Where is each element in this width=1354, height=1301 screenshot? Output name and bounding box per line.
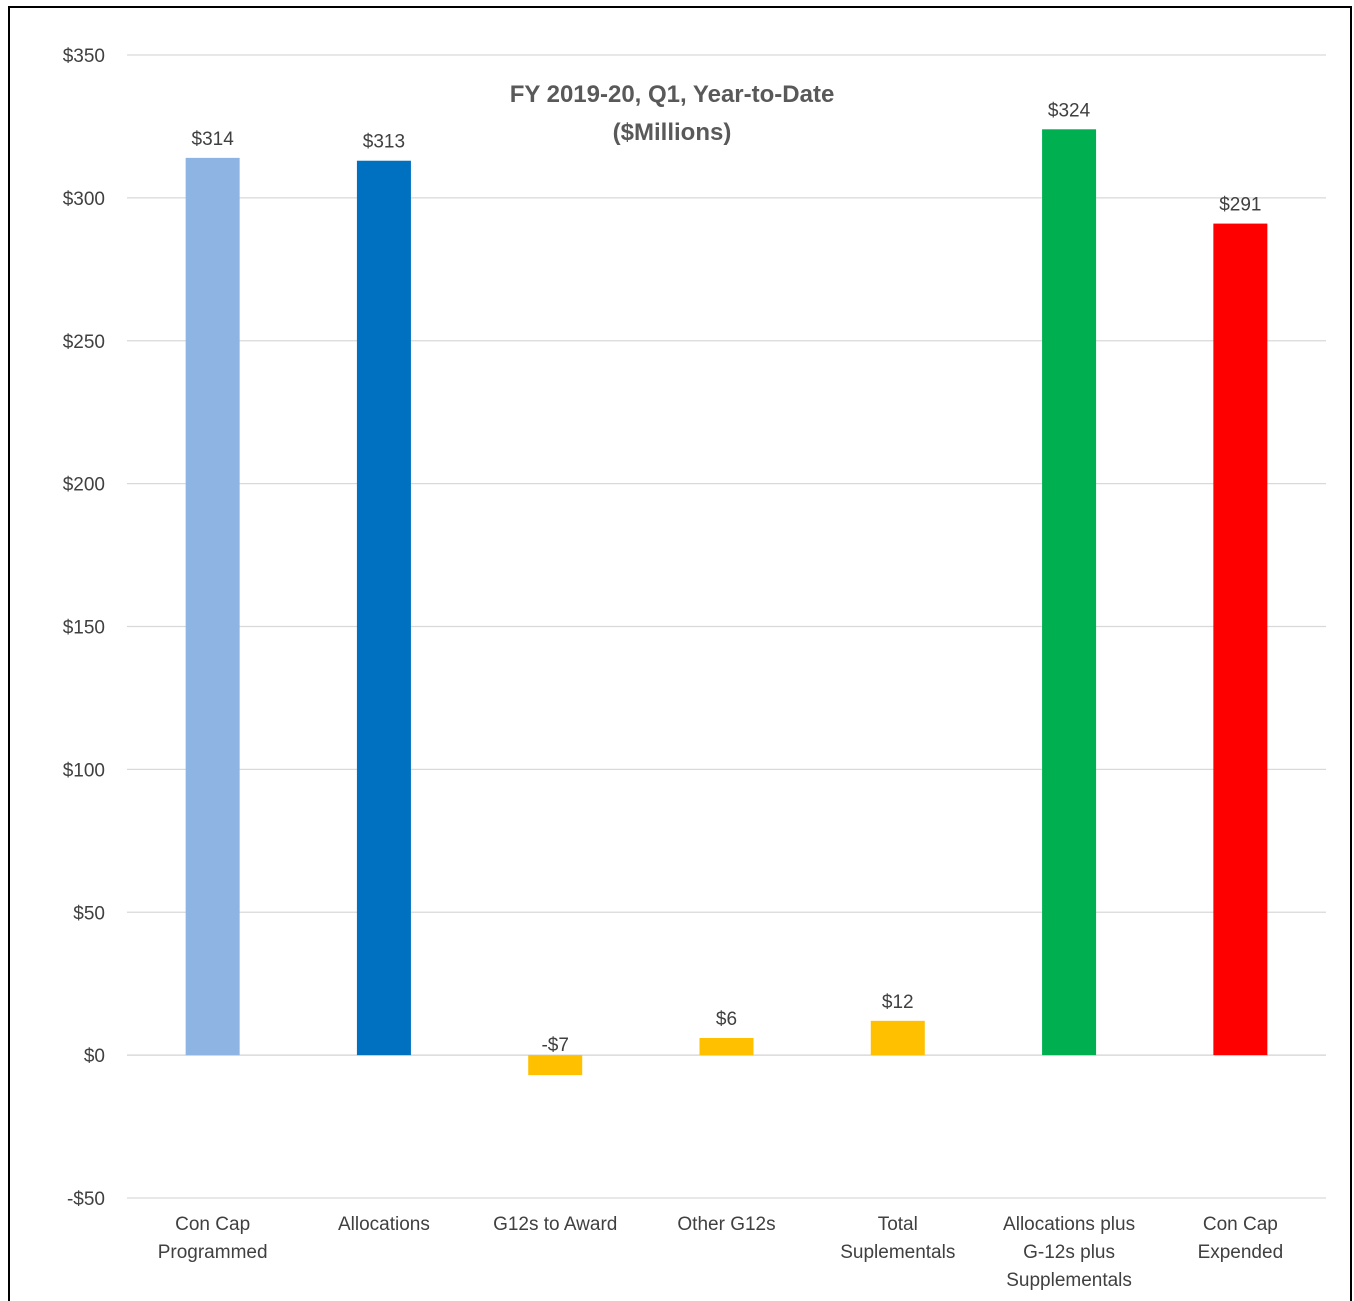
category-label: Other G12s (677, 1214, 775, 1235)
category-label: G12s to Award (493, 1214, 617, 1235)
bar (1213, 223, 1268, 1056)
bar (699, 1037, 754, 1056)
category-label: Supplementals (1006, 1270, 1132, 1291)
data-labels: $314 $313 -$7 $6 $12 $324 $291 (192, 100, 1262, 1056)
category-label: Con Cap (1203, 1214, 1278, 1235)
y-tick-label: -$50 (67, 1189, 105, 1210)
data-label: $6 (716, 1009, 737, 1030)
data-label: $12 (882, 992, 914, 1013)
chart-title-line-2: ($Millions) (613, 119, 732, 146)
chart-title-line-1: FY 2019-20, Q1, Year-to-Date (510, 81, 835, 108)
bar (1042, 129, 1097, 1056)
category-label: Suplementals (840, 1242, 955, 1263)
bar (528, 1055, 583, 1076)
y-tick-label: $350 (63, 46, 105, 67)
category-label: Allocations (338, 1214, 430, 1235)
category-labels: Con Cap Programmed Allocations G12s to Awar… (158, 1214, 1283, 1291)
category-label: Expended (1198, 1242, 1284, 1263)
category-label: Programmed (158, 1242, 268, 1263)
y-tick-label: $150 (63, 618, 105, 639)
category-label: G-12s plus (1023, 1242, 1115, 1263)
category-label: Con Cap (175, 1214, 250, 1235)
y-tick-label: $250 (63, 332, 105, 353)
category-label: Allocations plus (1003, 1214, 1135, 1235)
bar (870, 1020, 925, 1056)
y-tick-label: $100 (63, 760, 105, 781)
data-label: $324 (1048, 100, 1091, 121)
data-label: $313 (363, 132, 405, 153)
data-label: -$7 (541, 1035, 568, 1056)
data-label: $314 (192, 129, 235, 150)
bar (185, 157, 240, 1056)
y-axis-tick-labels: -$50 $0 $50 $100 $150 $200 $250 $300 $350 (63, 46, 105, 1210)
y-tick-label: $50 (73, 903, 105, 924)
y-tick-label: $200 (63, 475, 105, 496)
bars (185, 129, 1268, 1076)
category-label: Total (878, 1214, 918, 1235)
data-label: $291 (1219, 195, 1261, 216)
y-tick-label: $300 (63, 189, 105, 210)
bar (356, 160, 411, 1056)
y-tick-label: $0 (84, 1046, 105, 1067)
